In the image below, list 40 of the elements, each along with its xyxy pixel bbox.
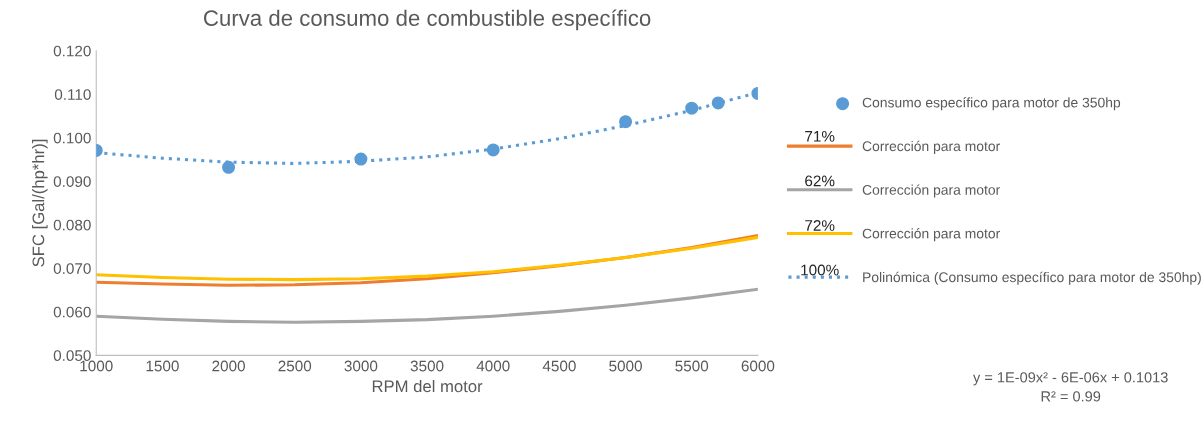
point xyxy=(619,115,633,129)
y-tick-label: 0.070 xyxy=(53,263,91,274)
text: 72% xyxy=(805,220,835,231)
point xyxy=(354,152,368,166)
text: y = 1E-09x² - 6E-06x + 0.1013 xyxy=(973,372,1168,386)
point xyxy=(222,160,236,174)
y-tick-label: 0.110 xyxy=(54,89,91,100)
text: 62% xyxy=(805,175,835,187)
y-tick-label: 0.060 xyxy=(53,306,91,318)
y-tick-label: 0.100 xyxy=(53,132,91,144)
x-tick-label: 2500 xyxy=(278,360,312,372)
legend-label: Corrección para motor xyxy=(862,184,1000,198)
x-tick-label: 4000 xyxy=(476,360,510,372)
text: 71% xyxy=(805,131,835,142)
text: 100% xyxy=(801,264,839,276)
legend-label: Polinómica (Consumo específico para motor de 350hp) xyxy=(863,271,1201,285)
x-tick-label: 1500 xyxy=(146,360,179,372)
point xyxy=(711,96,725,110)
x-tick-label: 5500 xyxy=(675,360,709,372)
x-tick-label: 1000 xyxy=(80,360,113,372)
legend-label: Corrección para motor xyxy=(862,140,1000,154)
x-tick-label: 5000 xyxy=(609,360,642,372)
point xyxy=(486,143,500,157)
chart-title: Curva de consumo de combustible específico xyxy=(204,9,651,31)
x-tick-label: 3500 xyxy=(410,360,444,372)
x-tick-label: 2000 xyxy=(212,360,245,372)
y-tick-label: 0.050 xyxy=(53,350,91,362)
line-series xyxy=(96,287,758,324)
y-tick-label: 0.090 xyxy=(53,176,91,187)
y-tick-label: 0.120 xyxy=(53,45,91,57)
point xyxy=(685,101,699,115)
x-axis-title: RPM del motor xyxy=(372,379,483,393)
x-tick-label: 6000 xyxy=(741,360,775,372)
y-axis-title: SFC [Gal/(hp*hr)] xyxy=(32,139,48,267)
legend-label: Consumo específico para motor de 350hp xyxy=(862,97,1121,111)
text: R² = 0.99 xyxy=(1041,391,1101,402)
legend-label: Corrección para motor xyxy=(862,228,1000,242)
y-tick-label: 0.080 xyxy=(53,219,91,231)
x-tick-label: 3000 xyxy=(344,360,378,372)
x-tick-label: 4500 xyxy=(542,360,576,372)
